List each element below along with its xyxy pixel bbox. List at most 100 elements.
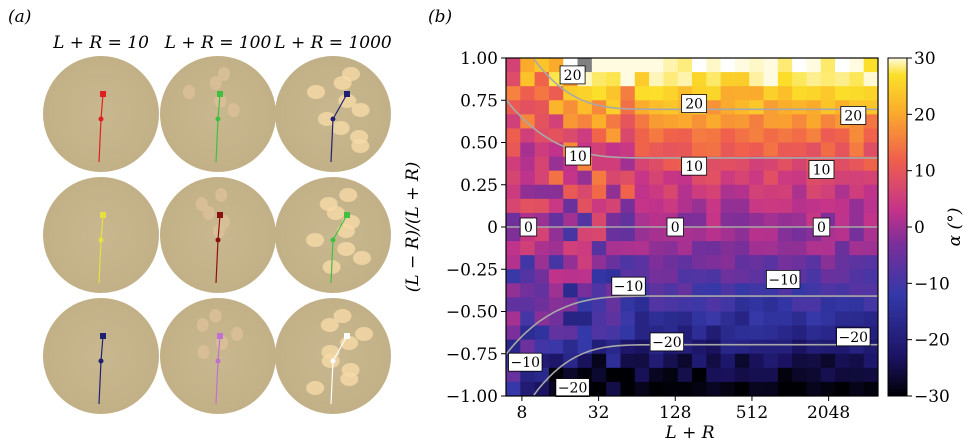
heatmap-cell: [720, 325, 736, 341]
heatmap-cell: [763, 381, 779, 396]
heatmap-cell: [863, 72, 878, 87]
heatmap-cell: [591, 212, 607, 228]
heatmap-cell: [534, 170, 550, 186]
heatmap-cell: [591, 325, 607, 341]
heatmap-cell: [734, 58, 750, 73]
heatmap-cell: [792, 339, 808, 355]
heatmap-cell: [849, 156, 865, 172]
heatmap-cell: [606, 58, 622, 73]
contour-label-text: −10: [768, 272, 798, 288]
heatmap-cell: [806, 198, 822, 214]
sim-circle-r1-c2: [275, 177, 391, 293]
heatmap-cell: [820, 325, 836, 341]
heatmap-cell: [749, 198, 765, 214]
heatmap-cell: [734, 325, 750, 341]
bright-patch: [320, 318, 339, 332]
heatmap-cell: [620, 381, 636, 396]
heatmap-cell: [620, 339, 636, 355]
y-axis-label: (L − R)/(L + R): [403, 162, 423, 293]
heatmap-cell: [720, 156, 736, 172]
heatmap-cell: [835, 381, 850, 396]
heatmap-cell: [506, 269, 521, 284]
heatmap-cell: [792, 142, 808, 158]
heatmap-cell: [692, 269, 707, 284]
heatmap-cell: [606, 353, 622, 369]
contour-label-box: −20: [555, 378, 590, 397]
heatmap-cell: [849, 142, 865, 158]
x-axis-label: L + R: [664, 423, 714, 443]
bright-patch: [336, 224, 355, 238]
heatmap-cell: [863, 198, 878, 214]
bright-patch: [196, 318, 209, 332]
heatmap-cell: [692, 212, 707, 228]
heatmap-cell: [520, 198, 536, 214]
y-tick-label: −1.00: [446, 387, 498, 407]
heatmap-cell: [692, 325, 707, 341]
y-tick-label: −0.50: [446, 303, 498, 323]
heatmap-cell: [649, 184, 664, 200]
sim-circle-r2-c0: [43, 298, 159, 414]
heatmap-cell: [620, 156, 636, 172]
heatmap-cell: [506, 170, 521, 186]
heatmap-cell: [777, 114, 793, 130]
mid-marker: [215, 358, 221, 364]
col-title-0: L + R = 10: [52, 33, 149, 53]
heatmap-cell: [849, 227, 865, 242]
bright-patch: [306, 381, 325, 395]
heatmap-cell: [763, 339, 779, 355]
heatmap-cell: [706, 269, 722, 284]
heatmap-cell: [577, 184, 593, 200]
heatmap-cell: [820, 100, 836, 115]
heatmap-cell: [563, 269, 579, 284]
heatmap-cell: [806, 100, 822, 115]
heatmap-cell: [820, 367, 836, 383]
heatmap-cell: [863, 311, 878, 327]
heatmap-cell: [820, 142, 836, 158]
heatmap-cell: [835, 198, 850, 214]
contour-label-box: 10: [808, 160, 835, 179]
y-tick-label: −0.75: [446, 345, 498, 365]
heatmap-cell: [749, 353, 765, 369]
heatmap-cell: [706, 255, 722, 270]
x-tick-label: 2048: [807, 403, 850, 423]
heatmap-cell: [792, 184, 808, 200]
x-tick-label: 32: [588, 403, 610, 423]
heatmap-cell: [591, 184, 607, 200]
heatmap-cell: [820, 184, 836, 200]
heatmap-cell: [620, 86, 636, 101]
y-axis-ticks: 1.00 0.75 0.50 0.25 0 −0.25 −0.50 −0.75 −1.00: [446, 49, 506, 407]
heatmap-cell: [806, 58, 822, 73]
heatmap-cell: [606, 170, 622, 186]
bright-patch: [351, 139, 370, 153]
heatmap-cell: [792, 227, 808, 242]
heatmap-cell: [720, 241, 736, 256]
heatmap-cell: [548, 142, 564, 158]
heatmap-cell: [792, 58, 808, 73]
contour-label-bg: [519, 217, 538, 237]
bright-patch: [306, 85, 325, 99]
heatmap-cell: [749, 367, 765, 383]
heatmap-cell: [863, 255, 878, 270]
heatmap-cell: [506, 156, 521, 172]
heatmap-cell: [677, 297, 693, 313]
heatmap-cell: [720, 255, 736, 270]
heatmap-cell: [634, 311, 650, 327]
heatmap-cell: [792, 198, 808, 214]
colorbar-tick-label: 10: [914, 162, 936, 182]
heatmap-cell: [677, 367, 693, 383]
contour-label-text: 10: [569, 149, 587, 165]
heatmap-cell: [849, 367, 865, 383]
heatmap-cell: [649, 86, 664, 101]
heatmap-cell: [606, 86, 622, 101]
heatmap-cell: [835, 353, 850, 369]
heatmap-cell: [720, 100, 736, 115]
contour-label-text: −20: [558, 381, 588, 397]
heatmap-cell: [777, 381, 793, 396]
bright-patch: [306, 233, 325, 247]
heatmap-cell: [577, 227, 593, 242]
heatmap-cell: [777, 156, 793, 172]
bright-patch: [355, 327, 374, 341]
sim-circle-r0-c1: [160, 56, 276, 172]
bright-patch: [339, 188, 358, 202]
heatmap-cell: [706, 156, 722, 172]
